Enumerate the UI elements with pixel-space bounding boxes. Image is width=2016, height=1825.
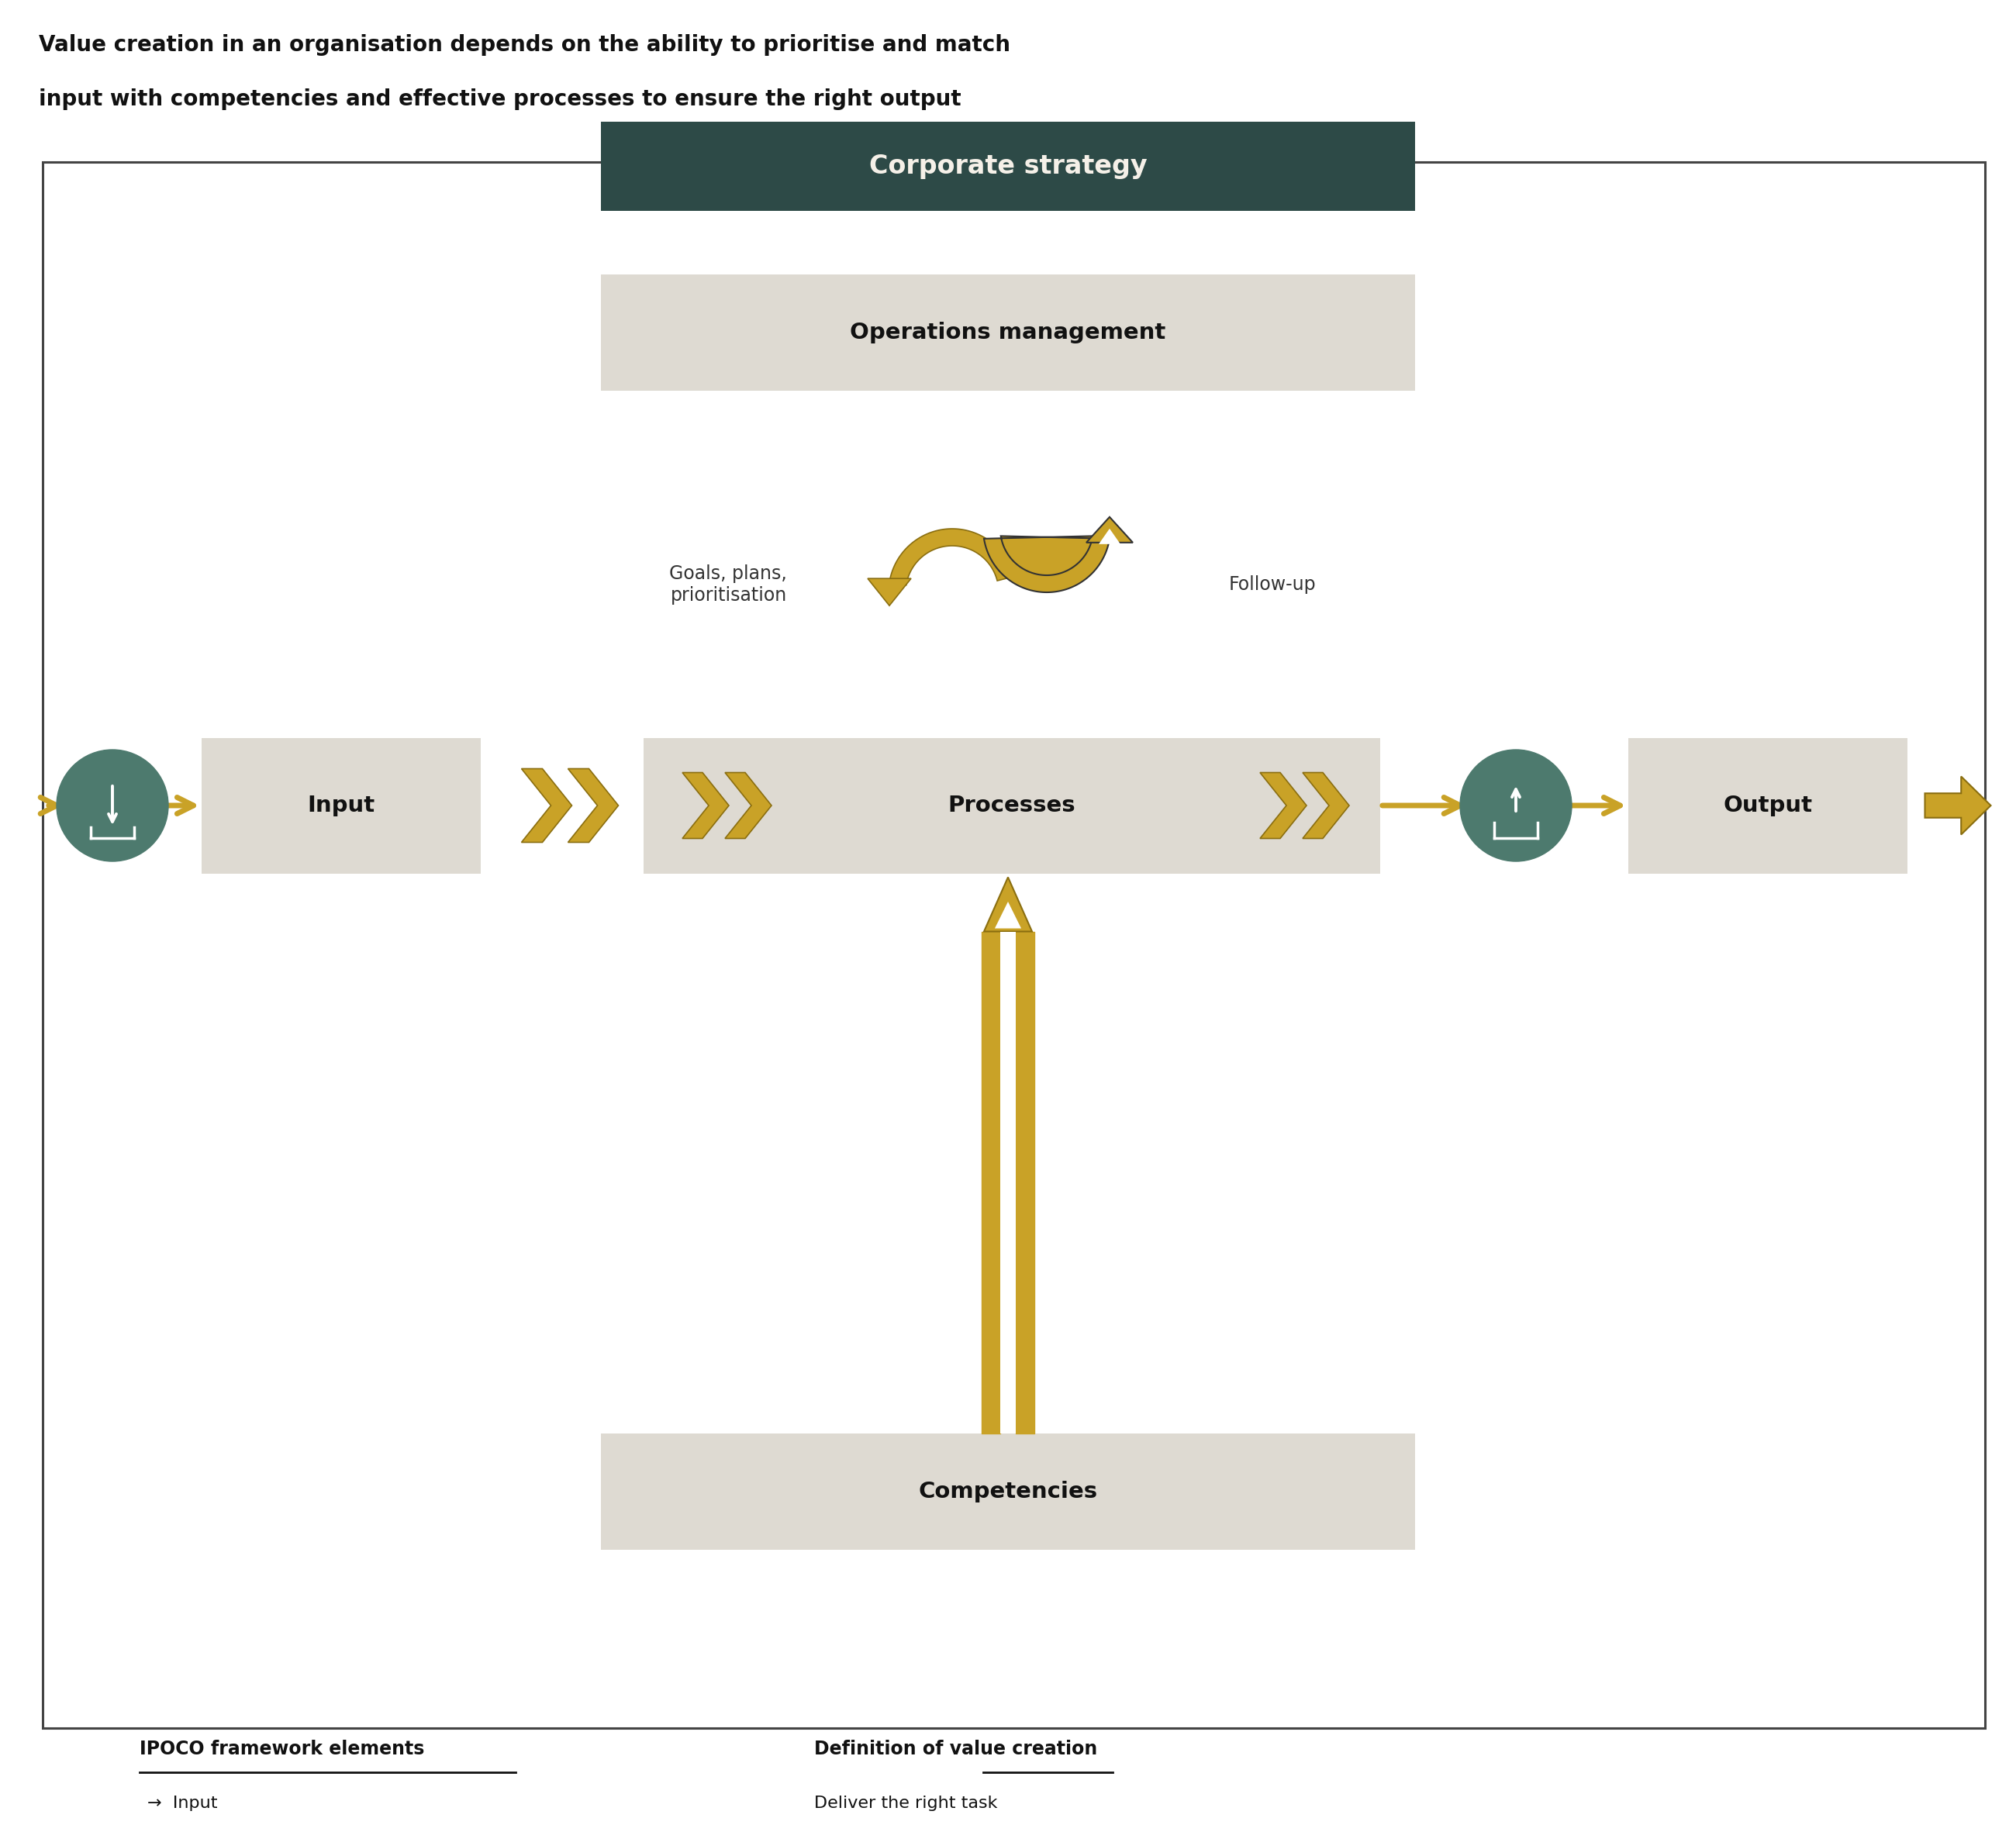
Text: Operations management: Operations management (851, 321, 1165, 343)
Text: Definition of value creation: Definition of value creation (814, 1739, 1097, 1757)
Text: Corporate strategy: Corporate strategy (869, 153, 1147, 179)
Polygon shape (984, 537, 1109, 593)
Text: Processes: Processes (948, 794, 1077, 816)
Text: input with competencies and effective processes to ensure the right output: input with competencies and effective pr… (38, 88, 962, 110)
FancyBboxPatch shape (202, 737, 480, 874)
Text: IPOCO framework elements: IPOCO framework elements (139, 1739, 425, 1757)
Text: Input: Input (306, 794, 375, 816)
Circle shape (1460, 750, 1572, 861)
Text: Competencies: Competencies (919, 1480, 1097, 1502)
Text: Deliver the right task: Deliver the right task (814, 1796, 998, 1810)
Polygon shape (994, 902, 1022, 929)
Polygon shape (522, 768, 573, 843)
Polygon shape (569, 768, 619, 843)
Polygon shape (889, 529, 1014, 586)
Text: Output: Output (1724, 794, 1812, 816)
Circle shape (56, 750, 167, 861)
FancyBboxPatch shape (601, 274, 1415, 391)
Polygon shape (1099, 529, 1121, 544)
FancyBboxPatch shape (601, 1433, 1415, 1549)
Text: →  Input: → Input (147, 1796, 218, 1810)
Polygon shape (1302, 772, 1349, 838)
Polygon shape (1000, 931, 1016, 1433)
FancyBboxPatch shape (643, 737, 1381, 874)
Polygon shape (984, 878, 1032, 931)
Polygon shape (681, 772, 730, 838)
Text: Follow-up: Follow-up (1230, 575, 1316, 593)
Polygon shape (726, 772, 772, 838)
FancyBboxPatch shape (601, 122, 1415, 212)
Text: Goals, plans,
prioritisation: Goals, plans, prioritisation (669, 564, 786, 604)
Polygon shape (867, 579, 911, 606)
Text: Value creation in an organisation depends on the ability to prioritise and match: Value creation in an organisation depend… (38, 35, 1010, 57)
Polygon shape (1925, 776, 1992, 834)
Polygon shape (1260, 772, 1306, 838)
FancyBboxPatch shape (1629, 737, 1907, 874)
Polygon shape (1087, 516, 1133, 542)
